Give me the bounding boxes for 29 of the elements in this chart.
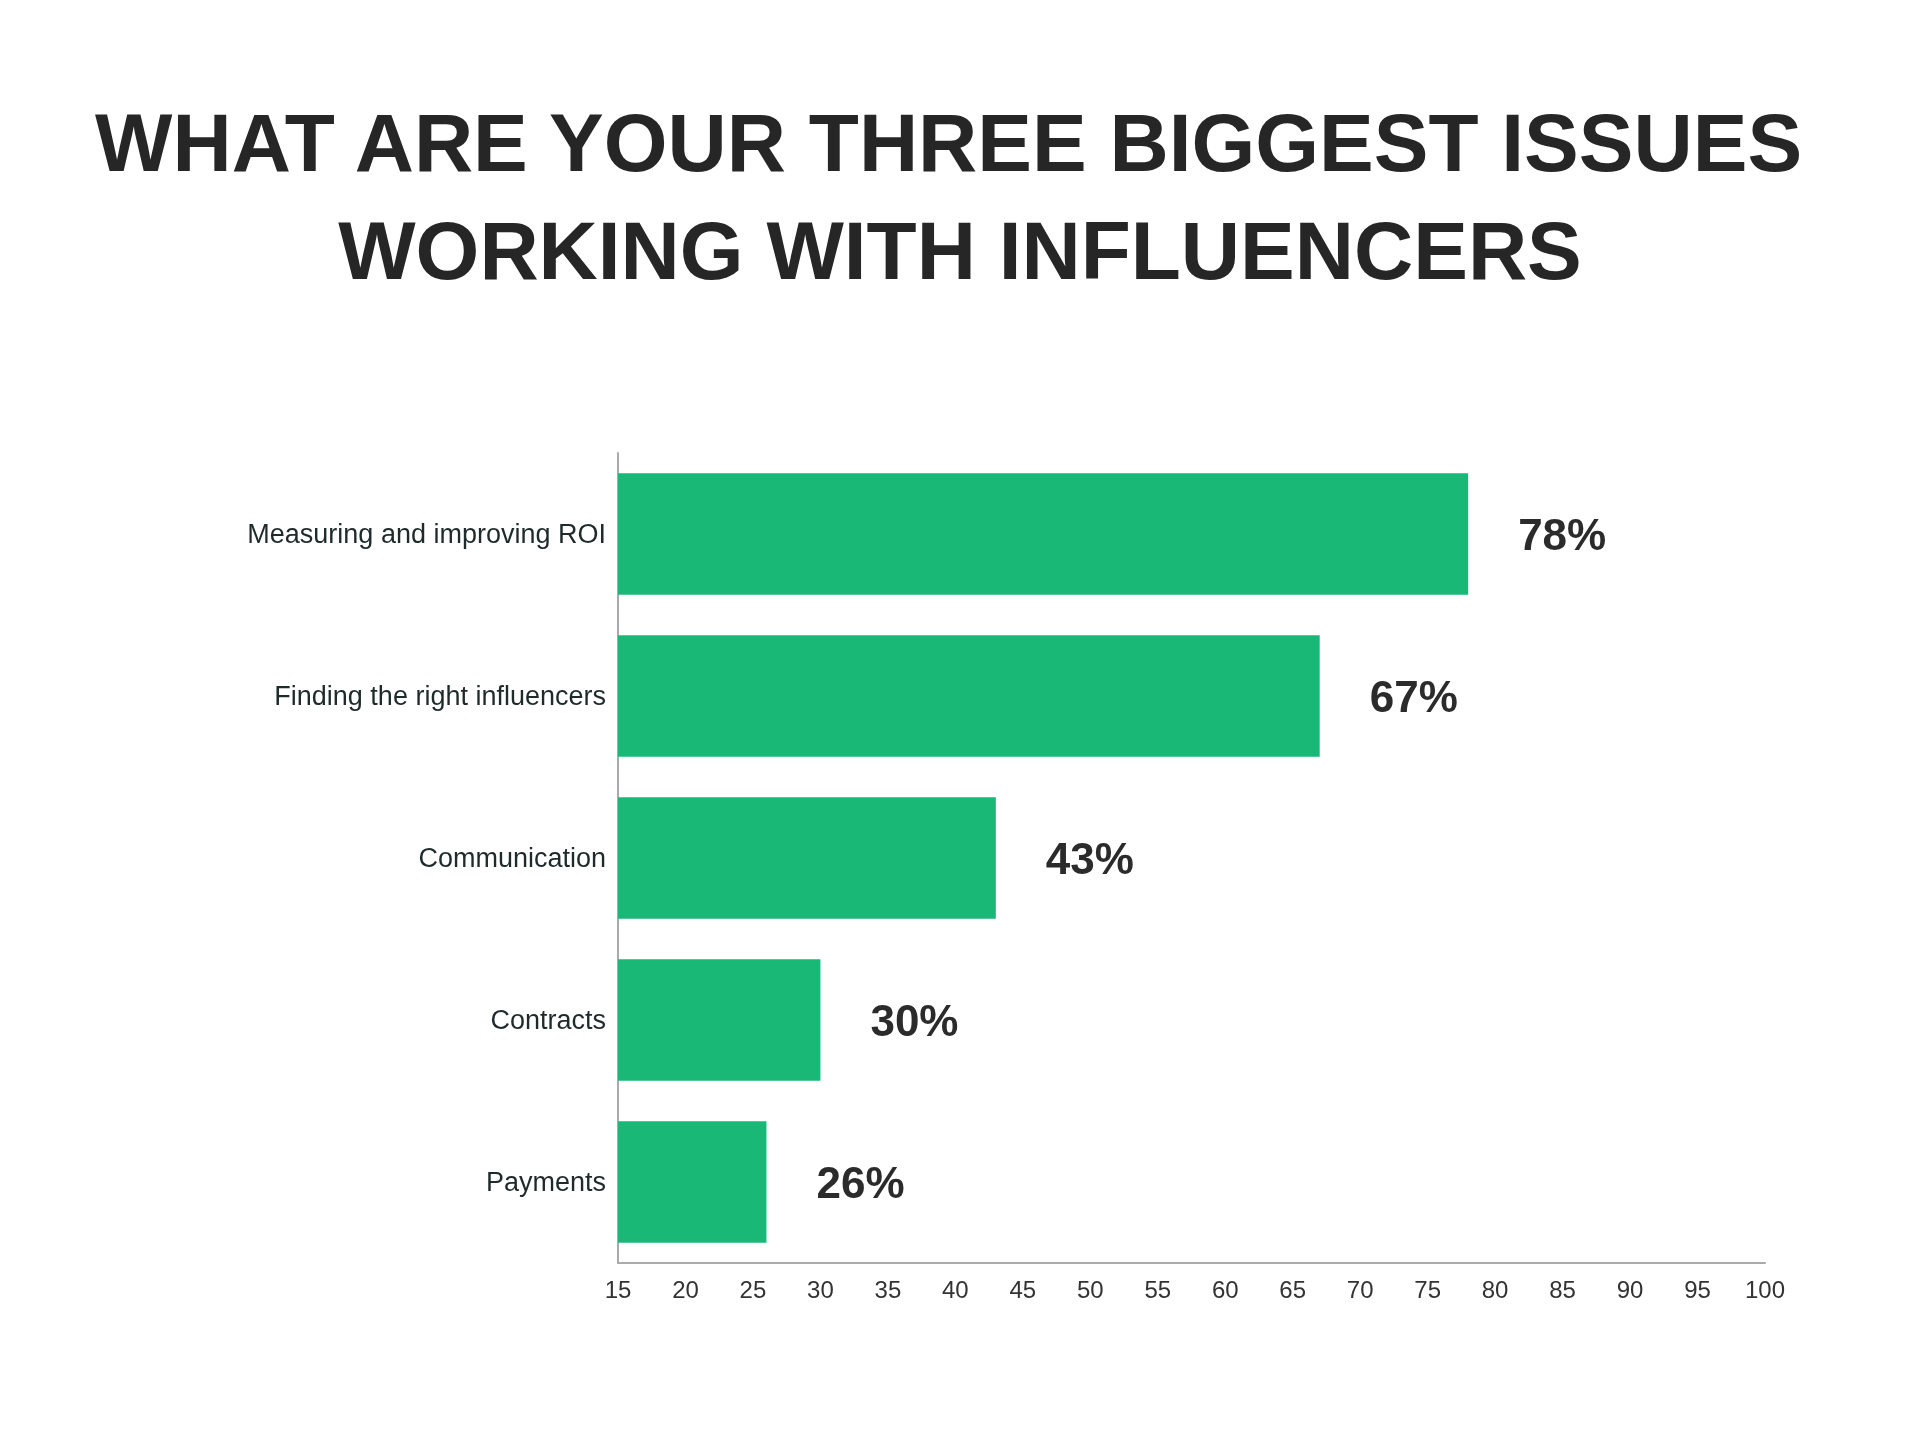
data-label: 67%	[1369, 671, 1458, 721]
x-tick-label: 75	[1414, 1275, 1441, 1303]
x-tick-label: 90	[1616, 1275, 1644, 1303]
x-tick-label: 85	[1549, 1275, 1576, 1303]
x-tick-label: 70	[1346, 1275, 1374, 1303]
x-tick-label: 50	[1076, 1275, 1104, 1303]
x-tick-label: 40	[942, 1275, 969, 1303]
data-label: 43%	[1045, 833, 1134, 883]
y-tick-label: Finding the right influencers	[274, 681, 606, 711]
y-tick-label: Payments	[485, 1167, 606, 1197]
x-tick-label: 20	[672, 1275, 699, 1303]
x-tick-label: 65	[1279, 1275, 1307, 1303]
x-tick-label: 45	[1009, 1275, 1037, 1303]
y-tick-label: Measuring and improving ROI	[247, 519, 606, 549]
x-tick-label: 60	[1211, 1275, 1239, 1303]
chart-title: WHAT ARE YOUR THREE BIGGEST ISSUES WORKING WITH INFLUENCERS	[95, 96, 1825, 296]
data-label: 26%	[816, 1157, 905, 1207]
x-tick-label: 55	[1144, 1275, 1172, 1303]
data-label: 78%	[1518, 509, 1607, 559]
x-tick-label: 25	[739, 1275, 767, 1303]
y-tick-label: Contracts	[490, 1005, 606, 1035]
x-tick-label: 100	[1744, 1275, 1786, 1303]
x-tick-label: 15	[604, 1275, 632, 1303]
x-tick-label: 95	[1684, 1275, 1711, 1303]
x-tick-label: 30	[807, 1275, 834, 1303]
data-label: 30%	[870, 995, 959, 1045]
y-tick-label: Communication	[418, 843, 606, 873]
x-tick-label: 35	[874, 1275, 902, 1303]
x-tick-label: 80	[1481, 1275, 1509, 1303]
